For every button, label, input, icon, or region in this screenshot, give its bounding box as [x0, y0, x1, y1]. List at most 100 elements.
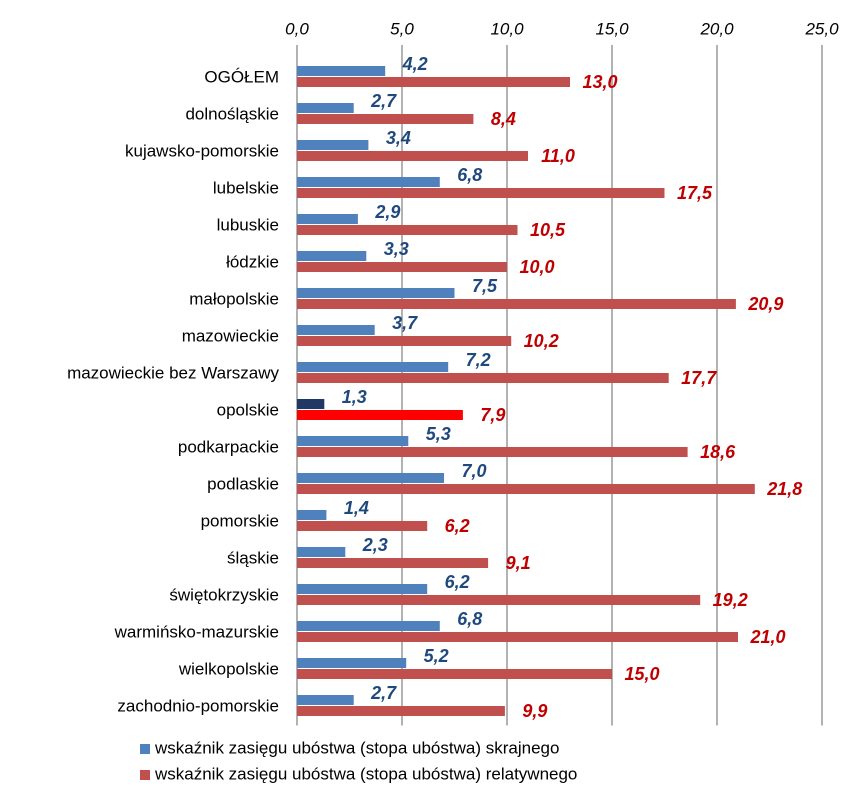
bar — [297, 225, 518, 235]
data-label: 1,3 — [342, 387, 367, 407]
y-tick-label: zachodnio-pomorskie — [117, 696, 279, 715]
data-label: 2,7 — [370, 91, 397, 111]
bar — [297, 436, 409, 446]
bar — [297, 521, 428, 531]
legend-swatch — [140, 770, 150, 780]
data-label: 10,5 — [530, 220, 566, 240]
data-label: 8,4 — [491, 109, 516, 129]
data-label: 7,9 — [480, 405, 505, 425]
bar — [297, 66, 386, 76]
bar — [297, 558, 489, 568]
bar — [297, 336, 512, 346]
data-label: 4,2 — [402, 54, 428, 74]
legend-label: wskaźnik zasięgu ubóstwa (stopa ubóstwa)… — [154, 764, 577, 783]
data-label: 3,7 — [392, 313, 418, 333]
bar — [297, 695, 354, 705]
x-tick-label: 10,0 — [490, 19, 524, 38]
data-label: 17,5 — [677, 183, 713, 203]
bar — [297, 214, 358, 224]
bar — [297, 473, 444, 483]
data-label: 6,2 — [445, 572, 470, 592]
data-label: 5,2 — [424, 646, 449, 666]
data-label: 10,0 — [519, 257, 554, 277]
bar — [297, 595, 701, 605]
bar — [297, 658, 407, 668]
bar — [297, 299, 736, 309]
bar — [297, 251, 367, 261]
data-label: 9,1 — [506, 553, 531, 573]
data-label: 11,0 — [541, 146, 575, 166]
data-label: 3,4 — [386, 128, 411, 148]
data-label: 17,7 — [681, 368, 717, 388]
bar — [297, 632, 738, 642]
y-tick-label: kujawsko-pomorskie — [125, 141, 279, 160]
bar — [297, 114, 474, 124]
y-tick-label: podkarpackie — [178, 437, 279, 456]
data-label: 5,3 — [426, 424, 451, 444]
x-tick-label: 20,0 — [699, 19, 734, 38]
x-tick-label: 25,0 — [804, 19, 839, 38]
bar — [297, 140, 369, 150]
y-tick-label: wielkopolskie — [178, 659, 279, 678]
data-label: 19,2 — [713, 590, 748, 610]
bar — [297, 103, 354, 113]
bar — [297, 325, 375, 335]
y-tick-label: warmińsko-mazurskie — [114, 622, 279, 641]
bar — [297, 410, 463, 420]
data-label: 18,6 — [700, 442, 736, 462]
y-tick-label: lubuskie — [217, 215, 279, 234]
data-label: 6,8 — [457, 609, 482, 629]
bar — [297, 584, 428, 594]
bar — [297, 706, 505, 716]
bar — [297, 188, 665, 198]
x-tick-label: 0,0 — [285, 19, 309, 38]
y-tick-label: lubelskie — [213, 178, 279, 197]
y-tick-label: opolskie — [217, 400, 279, 419]
data-label: 6,8 — [457, 165, 482, 185]
bar — [297, 373, 669, 383]
data-label: 21,8 — [766, 479, 802, 499]
bar — [297, 510, 327, 520]
data-label: 7,5 — [472, 276, 498, 296]
data-label: 9,9 — [522, 701, 547, 721]
bar — [297, 177, 440, 187]
y-tick-label: mazowieckie bez Warszawy — [67, 363, 279, 382]
data-label: 7,0 — [461, 461, 486, 481]
y-tick-label: pomorskie — [201, 511, 279, 530]
bar — [297, 151, 528, 161]
y-tick-label: podlaskie — [207, 474, 279, 493]
data-label: 7,2 — [466, 350, 491, 370]
y-tick-label: mazowieckie — [182, 326, 279, 345]
bar — [297, 669, 612, 679]
bar — [297, 547, 346, 557]
x-tick-label: 5,0 — [390, 19, 414, 38]
y-tick-label: świętokrzyskie — [169, 585, 279, 604]
bar — [297, 77, 570, 87]
bar — [297, 399, 325, 409]
data-label: 10,2 — [524, 331, 559, 351]
bar — [297, 621, 440, 631]
data-label: 13,0 — [582, 72, 617, 92]
y-tick-label: śląskie — [227, 548, 279, 567]
legend-label: wskaźnik zasięgu ubóstwa (stopa ubóstwa)… — [154, 738, 559, 757]
bar — [297, 484, 755, 494]
x-tick-label: 15,0 — [595, 19, 629, 38]
data-label: 2,3 — [362, 535, 388, 555]
data-label: 2,7 — [370, 683, 397, 703]
bar — [297, 288, 455, 298]
data-label: 20,9 — [747, 294, 783, 314]
bar — [297, 447, 688, 457]
y-tick-label: małopolskie — [189, 289, 279, 308]
data-label: 15,0 — [624, 664, 659, 684]
bar — [297, 362, 449, 372]
data-label: 6,2 — [445, 516, 470, 536]
y-tick-label: dolnośląskie — [185, 104, 279, 123]
data-label: 3,3 — [384, 239, 409, 259]
data-label: 2,9 — [374, 202, 400, 222]
y-tick-label: OGÓŁEM — [204, 67, 279, 86]
data-label: 1,4 — [344, 498, 369, 518]
y-tick-label: łódzkie — [226, 252, 279, 271]
data-label: 21,0 — [749, 627, 785, 647]
legend-swatch — [140, 744, 150, 754]
